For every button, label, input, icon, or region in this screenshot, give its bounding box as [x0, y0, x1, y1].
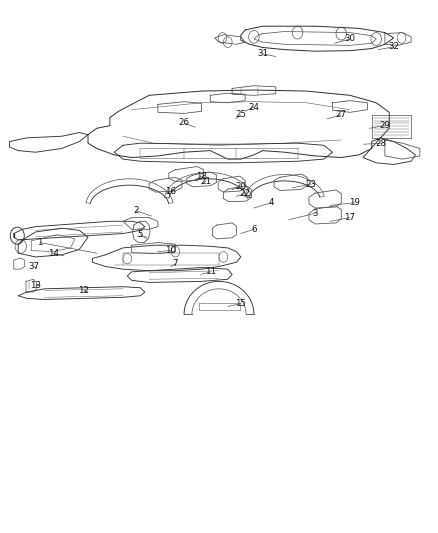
- Text: 20: 20: [235, 182, 246, 191]
- Text: 21: 21: [201, 177, 212, 186]
- Text: 11: 11: [205, 268, 216, 276]
- Text: 13: 13: [30, 281, 41, 290]
- Text: 30: 30: [344, 35, 356, 44]
- Text: 1: 1: [37, 238, 43, 247]
- Text: 12: 12: [78, 286, 89, 295]
- Text: 15: 15: [235, 299, 246, 308]
- Text: 14: 14: [48, 249, 59, 258]
- Text: 32: 32: [388, 43, 399, 52]
- Text: 27: 27: [336, 110, 347, 119]
- Text: 28: 28: [375, 139, 386, 148]
- Text: 17: 17: [344, 213, 356, 222]
- Text: 16: 16: [166, 187, 177, 196]
- Text: 25: 25: [235, 110, 246, 119]
- Text: 26: 26: [179, 118, 190, 127]
- Text: 29: 29: [379, 121, 390, 130]
- Text: 10: 10: [166, 246, 177, 255]
- Text: 6: 6: [251, 225, 257, 234]
- Text: 4: 4: [268, 198, 274, 207]
- Text: 7: 7: [173, 260, 178, 268]
- Text: 5: 5: [138, 230, 143, 239]
- Text: 23: 23: [305, 180, 316, 189]
- Text: 37: 37: [28, 262, 39, 271]
- Text: 22: 22: [240, 189, 251, 198]
- Text: 3: 3: [312, 209, 318, 218]
- Text: 24: 24: [248, 102, 259, 111]
- Text: 31: 31: [257, 50, 268, 58]
- Text: 2: 2: [133, 206, 139, 215]
- Text: 19: 19: [349, 198, 360, 207]
- Text: 18: 18: [196, 172, 207, 181]
